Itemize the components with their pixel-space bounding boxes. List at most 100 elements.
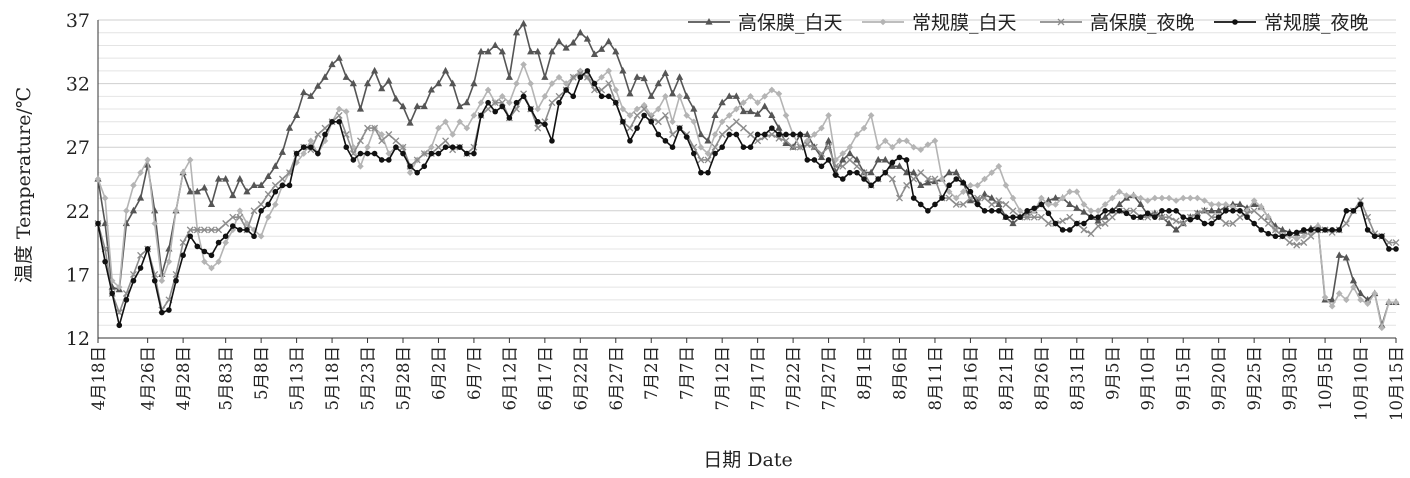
cross-marker xyxy=(413,156,421,164)
diamond-marker xyxy=(165,258,173,265)
triangle-marker xyxy=(725,92,733,99)
cross-marker xyxy=(364,124,371,132)
diamond-marker xyxy=(1392,299,1400,306)
diamond-marker xyxy=(1257,203,1265,211)
diamond-marker xyxy=(733,105,740,113)
diamond-marker xyxy=(1123,192,1130,199)
cross-marker xyxy=(1066,213,1074,221)
cross-marker xyxy=(697,156,705,164)
circle-marker xyxy=(407,163,413,170)
cross-marker xyxy=(229,213,237,221)
cross-marker xyxy=(853,162,861,170)
x-tick-label: 6月2日 xyxy=(429,346,448,400)
triangle-marker xyxy=(654,79,662,87)
diamond-marker xyxy=(704,150,712,157)
triangle-marker xyxy=(995,200,1003,208)
triangle-marker xyxy=(527,47,535,55)
diamond-marker xyxy=(633,105,641,113)
x-tick-label: 5月83日 xyxy=(217,346,236,411)
y-tick-label: 27 xyxy=(66,137,90,159)
circle-marker xyxy=(251,233,257,240)
circle-marker xyxy=(1357,201,1364,208)
triangle-marker xyxy=(590,50,599,57)
circle-marker xyxy=(783,131,789,138)
triangle-marker xyxy=(222,175,230,182)
diamond-marker xyxy=(1038,194,1045,202)
diamond-marker xyxy=(222,239,229,246)
circle-marker xyxy=(215,239,222,246)
circle-marker xyxy=(1308,227,1314,233)
circle-marker xyxy=(577,74,584,81)
cross-marker xyxy=(356,137,364,145)
diamond-marker xyxy=(378,131,386,138)
diamond-marker xyxy=(1116,188,1123,196)
legend-label: 高保膜_夜晚 xyxy=(1090,12,1195,34)
series-line xyxy=(97,22,1396,329)
circle-marker xyxy=(300,144,307,150)
circle-marker xyxy=(464,150,470,157)
legend-item: 常规膜_白天 xyxy=(862,12,1017,34)
triangle-marker xyxy=(1094,216,1102,224)
cross-marker xyxy=(1080,226,1088,234)
cross-marker xyxy=(1059,217,1067,225)
triangle-marker xyxy=(690,105,698,112)
cross-marker xyxy=(810,143,818,151)
cross-marker xyxy=(1179,220,1187,227)
triangle-marker xyxy=(839,155,847,163)
circle-marker xyxy=(400,150,406,157)
circle-marker xyxy=(144,246,151,252)
circle-marker xyxy=(705,169,711,176)
triangle-marker xyxy=(271,162,279,169)
diamond-marker xyxy=(1165,194,1173,202)
triangle-marker xyxy=(583,35,592,42)
diamond-marker xyxy=(818,124,825,132)
diamond-marker xyxy=(300,150,307,157)
diamond-marker xyxy=(860,124,868,132)
diamond-marker xyxy=(1052,201,1059,208)
circle-marker xyxy=(676,125,683,131)
cross-marker xyxy=(434,143,442,151)
circle-marker xyxy=(747,144,754,150)
circle-marker xyxy=(414,169,420,176)
diamond-marker xyxy=(761,93,769,100)
cross-marker xyxy=(250,207,258,215)
cross-marker xyxy=(1087,230,1095,238)
diamond-marker xyxy=(619,105,627,113)
triangle-marker xyxy=(229,191,237,199)
triangle-marker xyxy=(1051,194,1060,201)
x-tick-label: 4月18日 xyxy=(89,346,108,411)
triangle-marker xyxy=(349,79,357,87)
triangle-marker xyxy=(534,47,542,55)
triangle-marker xyxy=(817,153,826,160)
triangle-marker xyxy=(775,124,783,131)
circle-marker xyxy=(634,125,640,131)
triangle-marker xyxy=(257,181,265,188)
circle-marker xyxy=(307,144,314,150)
diamond-marker xyxy=(463,124,471,132)
triangle-marker xyxy=(441,66,450,74)
circle-marker xyxy=(1329,227,1335,233)
triangle-marker xyxy=(399,102,407,110)
x-tick-label: 9月20日 xyxy=(1210,346,1229,411)
triangle-marker xyxy=(243,187,251,195)
cross-marker xyxy=(1057,18,1065,26)
cross-marker xyxy=(1108,213,1116,221)
cross-marker xyxy=(1158,213,1166,221)
legend-label: 常规膜_夜晚 xyxy=(1264,12,1369,34)
circle-marker xyxy=(974,201,981,208)
diamond-marker xyxy=(938,175,946,183)
triangle-marker xyxy=(236,175,244,182)
diamond-marker xyxy=(513,80,520,87)
circle-marker xyxy=(641,112,647,119)
cross-marker xyxy=(392,137,400,145)
x-tick-label: 7月7日 xyxy=(678,346,697,400)
circle-marker xyxy=(1066,227,1073,233)
cross-marker xyxy=(548,99,556,107)
cross-marker xyxy=(888,175,896,183)
triangle-marker xyxy=(378,84,386,92)
triangle-marker xyxy=(264,172,272,180)
diamond-marker xyxy=(527,80,534,87)
diamond-marker xyxy=(555,73,563,81)
cross-marker xyxy=(1002,200,1010,208)
circle-marker xyxy=(315,150,321,157)
